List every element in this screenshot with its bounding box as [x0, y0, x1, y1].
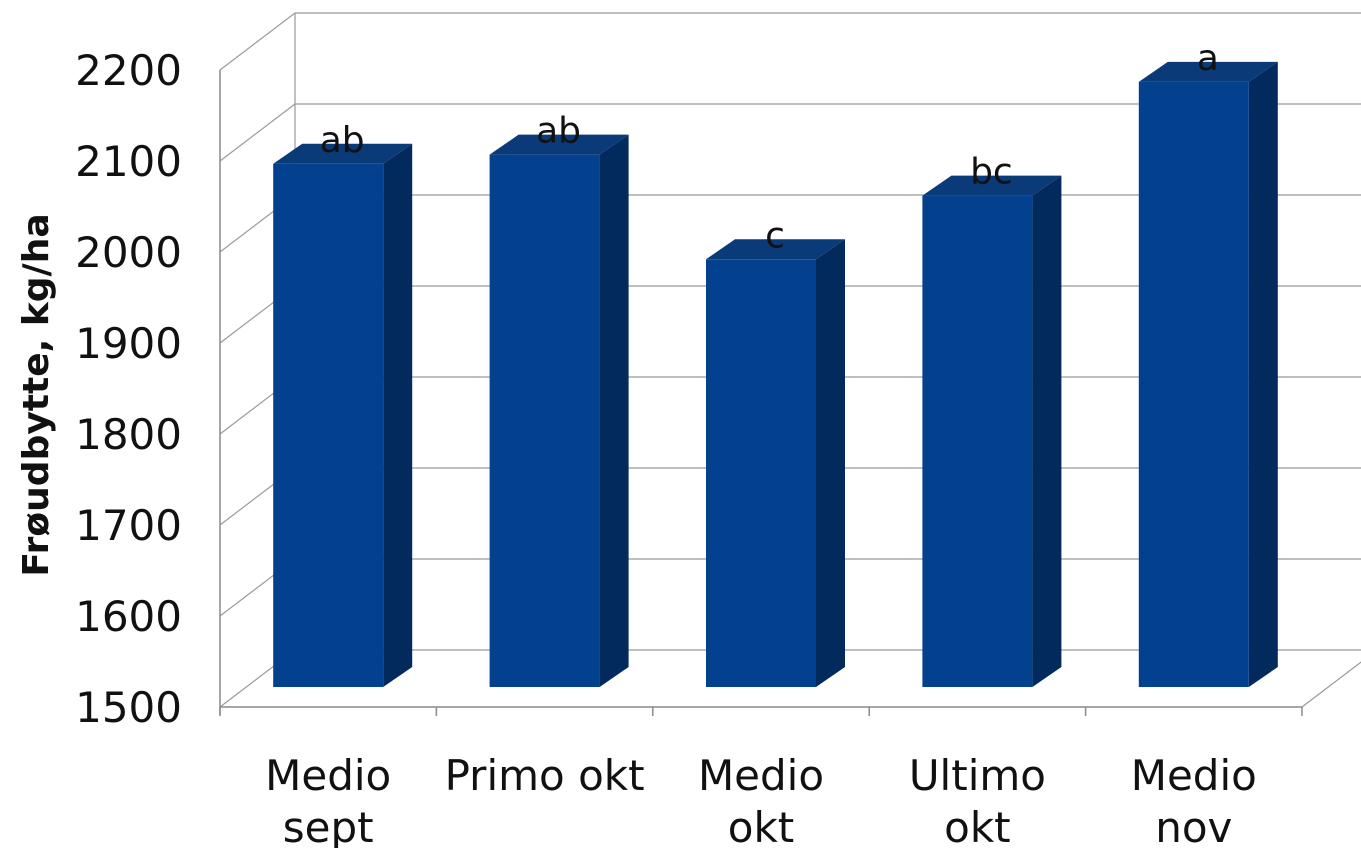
bar-side — [816, 239, 845, 688]
significance-label: ab — [320, 120, 365, 161]
y-tick-label: 1800 — [75, 410, 182, 459]
bar-side — [1032, 175, 1062, 687]
x-category-label-line: okt — [944, 803, 1011, 848]
bar-layer — [273, 61, 1278, 688]
gridline-depth — [219, 12, 296, 71]
y-tick-label: 1500 — [75, 683, 182, 732]
x-category-label: Primo okt — [445, 751, 645, 800]
x-category-label-line: okt — [728, 803, 795, 848]
bar — [273, 163, 384, 687]
x-category-label: Ultimo okt — [909, 751, 1046, 848]
bar-side — [1248, 61, 1278, 688]
bar-top — [706, 239, 845, 260]
x-category-label-line: Primo okt — [445, 751, 645, 800]
x-category-label: Medio nov — [1131, 751, 1257, 848]
x-category-label-line: Medio — [1131, 751, 1257, 800]
x-category-label: Medio okt — [698, 751, 824, 848]
bar-top — [489, 134, 629, 155]
x-category-label: Medio sept — [265, 751, 391, 848]
x-category-label-line: nov — [1155, 803, 1232, 848]
x-category-label-line: Ultimo — [909, 751, 1046, 800]
bar — [489, 154, 600, 687]
y-tick-label: 2100 — [75, 137, 182, 186]
bar — [706, 259, 816, 687]
bar-side — [383, 143, 413, 687]
bar-top — [273, 143, 413, 164]
bar-side — [599, 134, 629, 687]
bar-top — [1138, 61, 1278, 82]
bar-top — [922, 175, 1062, 196]
floor-edge — [1301, 661, 1361, 708]
significance-label: c — [765, 215, 785, 256]
bar — [1138, 81, 1249, 688]
y-tick-label: 2000 — [75, 228, 182, 277]
x-category-label-line: Medio — [265, 751, 391, 800]
x-category-label-line: sept — [283, 803, 374, 848]
significance-label: a — [1197, 38, 1219, 79]
significance-label: bc — [970, 152, 1013, 193]
y-axis-title: Frøudbytte, kg/ha — [16, 213, 57, 576]
y-tick-label: 1600 — [75, 592, 182, 641]
y-tick-label: 2200 — [75, 46, 182, 95]
y-tick-label: 1900 — [75, 319, 182, 368]
gridline-depth — [219, 103, 296, 162]
bar — [922, 195, 1033, 687]
y-tick-label: 1700 — [75, 501, 182, 550]
significance-label: ab — [536, 111, 581, 152]
x-category-label-line: Medio — [698, 751, 824, 800]
axis-layer — [219, 70, 1303, 716]
